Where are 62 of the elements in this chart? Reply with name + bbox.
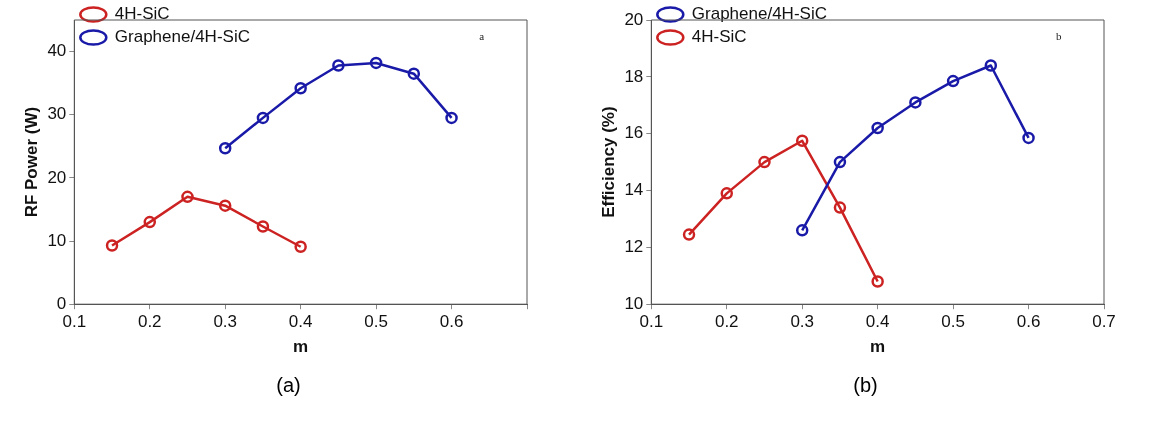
- point: [105, 239, 119, 252]
- annotation: b: [1055, 30, 1062, 42]
- point: [256, 220, 270, 233]
- text: (a): [275, 374, 302, 397]
- legend-label: 4H-SiC: [114, 4, 170, 24]
- y-tick-label: 20: [624, 9, 644, 29]
- x-tick-label: 0.5: [364, 312, 388, 332]
- point: [871, 275, 884, 288]
- point: [218, 199, 232, 212]
- y-tick-label: 10: [624, 293, 644, 313]
- point: [758, 155, 771, 169]
- point: [909, 96, 922, 109]
- x-tick-label: 0.7: [1092, 312, 1116, 332]
- text: (b): [852, 374, 879, 397]
- point: [720, 187, 734, 200]
- point: [294, 81, 307, 95]
- x-tick-label: 0.1: [639, 312, 664, 332]
- y-tick-label: 10: [47, 230, 67, 250]
- x-tick-label: 0.6: [439, 312, 464, 332]
- point: [256, 111, 270, 125]
- point: [946, 74, 960, 88]
- y-tick-label: 18: [624, 66, 644, 86]
- y-tick-label: 30: [47, 104, 67, 124]
- y-tick-label: 14: [624, 180, 644, 200]
- y-tick-label: 12: [624, 237, 644, 257]
- x-tick-label: 0.2: [137, 312, 162, 332]
- point: [833, 155, 847, 169]
- legend-label: 4H-SiC: [691, 27, 747, 47]
- x-tick-label: 0.2: [714, 312, 739, 332]
- x-axis-title: m: [293, 337, 309, 357]
- point: [795, 134, 809, 148]
- x-tick-label: 0.5: [941, 312, 965, 332]
- x-tick-label: 0.3: [213, 312, 238, 332]
- y-tick-label: 40: [47, 41, 67, 61]
- point: [407, 67, 421, 80]
- point: [332, 59, 345, 72]
- point: [871, 121, 884, 135]
- legend-label: Graphene/4H-SiC: [114, 27, 250, 47]
- point: [795, 224, 809, 237]
- annotation: a: [479, 30, 485, 42]
- x-axis-title: m: [870, 337, 886, 357]
- legend-label: Graphene/4H-SiC: [691, 4, 827, 24]
- point: [369, 56, 383, 70]
- point: [218, 141, 232, 155]
- point: [143, 215, 157, 229]
- x-tick-label: 0.1: [62, 312, 87, 332]
- point: [445, 111, 458, 125]
- point: [984, 59, 998, 72]
- y-axis-title: RF Power (W): [21, 106, 41, 218]
- x-tick-label: 0.4: [288, 312, 313, 332]
- y-tick-label: 16: [624, 123, 644, 143]
- y-tick-label: 20: [47, 167, 67, 187]
- y-tick-label: 0: [56, 293, 67, 313]
- point: [682, 228, 696, 241]
- y-axis-title: Efficiency (%): [598, 106, 618, 218]
- point: [294, 240, 307, 253]
- point: [1022, 131, 1035, 145]
- point: [181, 190, 194, 204]
- x-tick-label: 0.4: [865, 312, 890, 332]
- x-tick-label: 0.3: [790, 312, 815, 332]
- point: [833, 201, 847, 214]
- x-tick-label: 0.6: [1016, 312, 1041, 332]
